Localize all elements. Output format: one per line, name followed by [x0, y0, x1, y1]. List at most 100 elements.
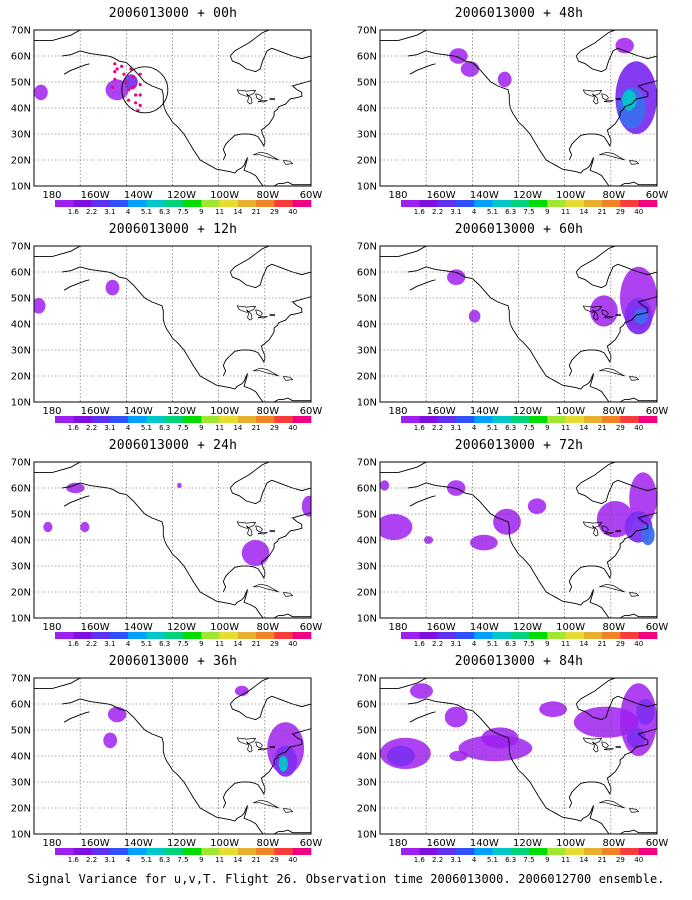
map-12h: 70N 60N 50N 40N 30N 20N 10N 180 160W 140W 120W 100W… [11, 242, 323, 433]
great-lake-outline [615, 313, 621, 317]
great-lake-outline [246, 525, 253, 537]
island-outline [599, 367, 625, 377]
lon-tick-label: 80W [257, 190, 280, 201]
variance-region [105, 279, 120, 296]
coastline [61, 482, 311, 618]
colorbar-swatch [201, 632, 220, 639]
colorbar-label: 29 [616, 640, 625, 648]
lat-tick-label: 50N [11, 510, 31, 521]
great-lake-outline [601, 309, 609, 317]
colorbar-label: 14 [233, 640, 242, 648]
colorbar-label: 21 [252, 856, 261, 864]
colorbar-swatch [219, 200, 239, 207]
colorbar-label: 2.2 [86, 856, 97, 864]
colorbar-label: 40 [288, 856, 297, 864]
colorbar-label: 4 [472, 424, 477, 432]
lon-tick-label: 160W [81, 622, 110, 633]
lat-tick-label: 20N [357, 156, 377, 167]
lat-tick-label: 20N [11, 804, 31, 815]
colorbar-swatch [492, 200, 511, 207]
colorbar-swatch [292, 416, 312, 423]
great-lake-outline [257, 99, 269, 103]
observation-dot [122, 72, 126, 76]
variance-region [481, 727, 519, 749]
coastline [34, 30, 81, 41]
great-lake-outline [269, 313, 275, 317]
colorbar-label: 7.5 [523, 208, 534, 216]
colorbar-swatch [237, 848, 257, 855]
colorbar-swatch [492, 416, 511, 423]
lat-tick-label: 40N [11, 104, 31, 115]
map-00h: 70N 60N 50N 40N 30N 20N 10N 180 160W 140W 120W 100W… [11, 26, 323, 217]
colorbar-swatch [455, 200, 475, 207]
lat-tick-label: 40N [357, 104, 377, 115]
lat-tick-label: 70N [11, 242, 31, 253]
colorbar-label: 9 [199, 856, 203, 864]
colorbar-label: 14 [579, 640, 588, 648]
variance-region [234, 685, 249, 697]
lat-tick-label: 20N [357, 372, 377, 383]
lon-tick-label: 80W [603, 622, 626, 633]
map-frame [379, 245, 658, 403]
colorbar-swatch [529, 632, 548, 639]
colorbar-label: 3.1 [450, 640, 461, 648]
great-lake-outline [582, 89, 603, 97]
coastline [61, 698, 311, 834]
colorbar-swatch [455, 416, 475, 423]
great-lake-outline [592, 309, 599, 321]
great-lake-outline [582, 521, 603, 529]
great-lake-outline [236, 737, 257, 745]
colorbar-swatch [474, 848, 493, 855]
variance-region [380, 514, 413, 540]
coastline [568, 80, 657, 161]
colorbar-swatch [583, 200, 603, 207]
map-frame [379, 461, 658, 619]
colorbar-swatch [109, 848, 129, 855]
great-lake-outline [246, 741, 253, 753]
coastline [229, 462, 311, 505]
great-lake-outline [236, 521, 257, 529]
coastline [575, 30, 657, 73]
lat-tick-label: 50N [357, 726, 377, 737]
observation-dot [113, 62, 117, 66]
colorbar-label: 1.6 [68, 424, 80, 432]
lat-tick-label: 60N [11, 484, 31, 495]
colorbar-label: 1.6 [68, 640, 80, 648]
colorbar-swatch [419, 416, 438, 423]
colorbar-label: 11 [215, 856, 224, 864]
colorbar-swatch [620, 632, 639, 639]
colorbar-swatch [146, 416, 165, 423]
lat-tick-label: 10N [11, 614, 31, 625]
lon-tick-label: 140W [124, 406, 153, 417]
lat-tick-label: 10N [357, 398, 377, 409]
lat-tick-label: 40N [357, 536, 377, 547]
colorbar-label: 6.3 [159, 424, 170, 432]
observation-dot [129, 67, 133, 71]
colorbar-swatch [547, 416, 566, 423]
variance-region [241, 540, 270, 566]
lon-tick-label: 80W [603, 406, 626, 417]
lat-tick-label: 50N [11, 294, 31, 305]
great-lake-outline [615, 529, 621, 533]
target-region-circle [121, 66, 169, 114]
variance-region [386, 745, 415, 767]
lon-tick-label: 160W [427, 622, 456, 633]
colorbar-swatch [73, 632, 92, 639]
colorbar-swatch [274, 416, 293, 423]
colorbar-swatch [638, 632, 658, 639]
colorbar-label: 29 [270, 208, 279, 216]
map-84h: 70N 60N 50N 40N 30N 20N 10N 180 160W 140W 120W 100W… [357, 674, 669, 865]
lon-tick-label: 160W [81, 838, 110, 849]
variance-region [468, 309, 481, 323]
colorbar-swatch [529, 848, 548, 855]
coastline [34, 462, 81, 473]
colorbar-label: 11 [561, 208, 570, 216]
lon-tick-label: 160W [81, 406, 110, 417]
variance-region [539, 701, 567, 717]
lon-tick-label: 180 [388, 190, 407, 201]
lat-tick-label: 60N [11, 700, 31, 711]
colorbar-swatch [292, 200, 312, 207]
colorbar-swatch [620, 848, 639, 855]
colorbar-swatch [565, 848, 585, 855]
great-lake-outline [257, 531, 269, 535]
